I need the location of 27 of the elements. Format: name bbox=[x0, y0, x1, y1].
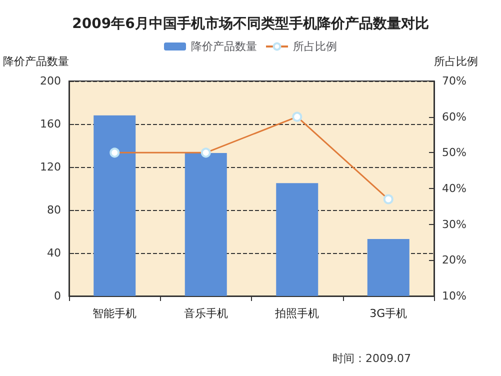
legend-label: 降价产品数量 bbox=[191, 40, 257, 53]
y2-tick-label: 10% bbox=[442, 290, 466, 302]
x-tick-label: 音乐手机 bbox=[184, 307, 228, 320]
y2-tick-label: 20% bbox=[442, 254, 466, 267]
x-tick-label: 智能手机 bbox=[92, 307, 137, 320]
y2-tick-label: 70% bbox=[442, 74, 466, 88]
bar bbox=[276, 183, 318, 296]
y2-axis-title: 所占比例 bbox=[434, 55, 478, 68]
x-tick-label: 3G手机 bbox=[370, 307, 408, 320]
bar bbox=[367, 239, 410, 296]
y-tick-label: 80 bbox=[47, 204, 61, 216]
legend-label: 所占比例 bbox=[293, 40, 337, 53]
y-tick-label: 120 bbox=[40, 160, 61, 174]
y2-tick-label: 60% bbox=[442, 110, 466, 124]
y2-tick-label: 50% bbox=[442, 146, 466, 160]
bar bbox=[184, 153, 227, 296]
y-axis-title: 降价产品数量 bbox=[3, 55, 69, 68]
x-tick-label: 拍照手机 bbox=[274, 307, 320, 320]
bar bbox=[94, 115, 136, 296]
text: 时间：2009.07 bbox=[332, 352, 412, 365]
y-tick-label: 200 bbox=[40, 74, 61, 88]
y2-tick-label: 40% bbox=[442, 182, 466, 195]
y-tick-label: 40 bbox=[47, 246, 61, 260]
chart-title: 2009年6月中国手机市场不同类型手机降价产品数量对比 bbox=[72, 15, 429, 32]
y-tick-label: 160 bbox=[40, 118, 61, 130]
y2-tick-label: 30% bbox=[442, 218, 466, 231]
y-tick-label: 0 bbox=[54, 290, 61, 302]
